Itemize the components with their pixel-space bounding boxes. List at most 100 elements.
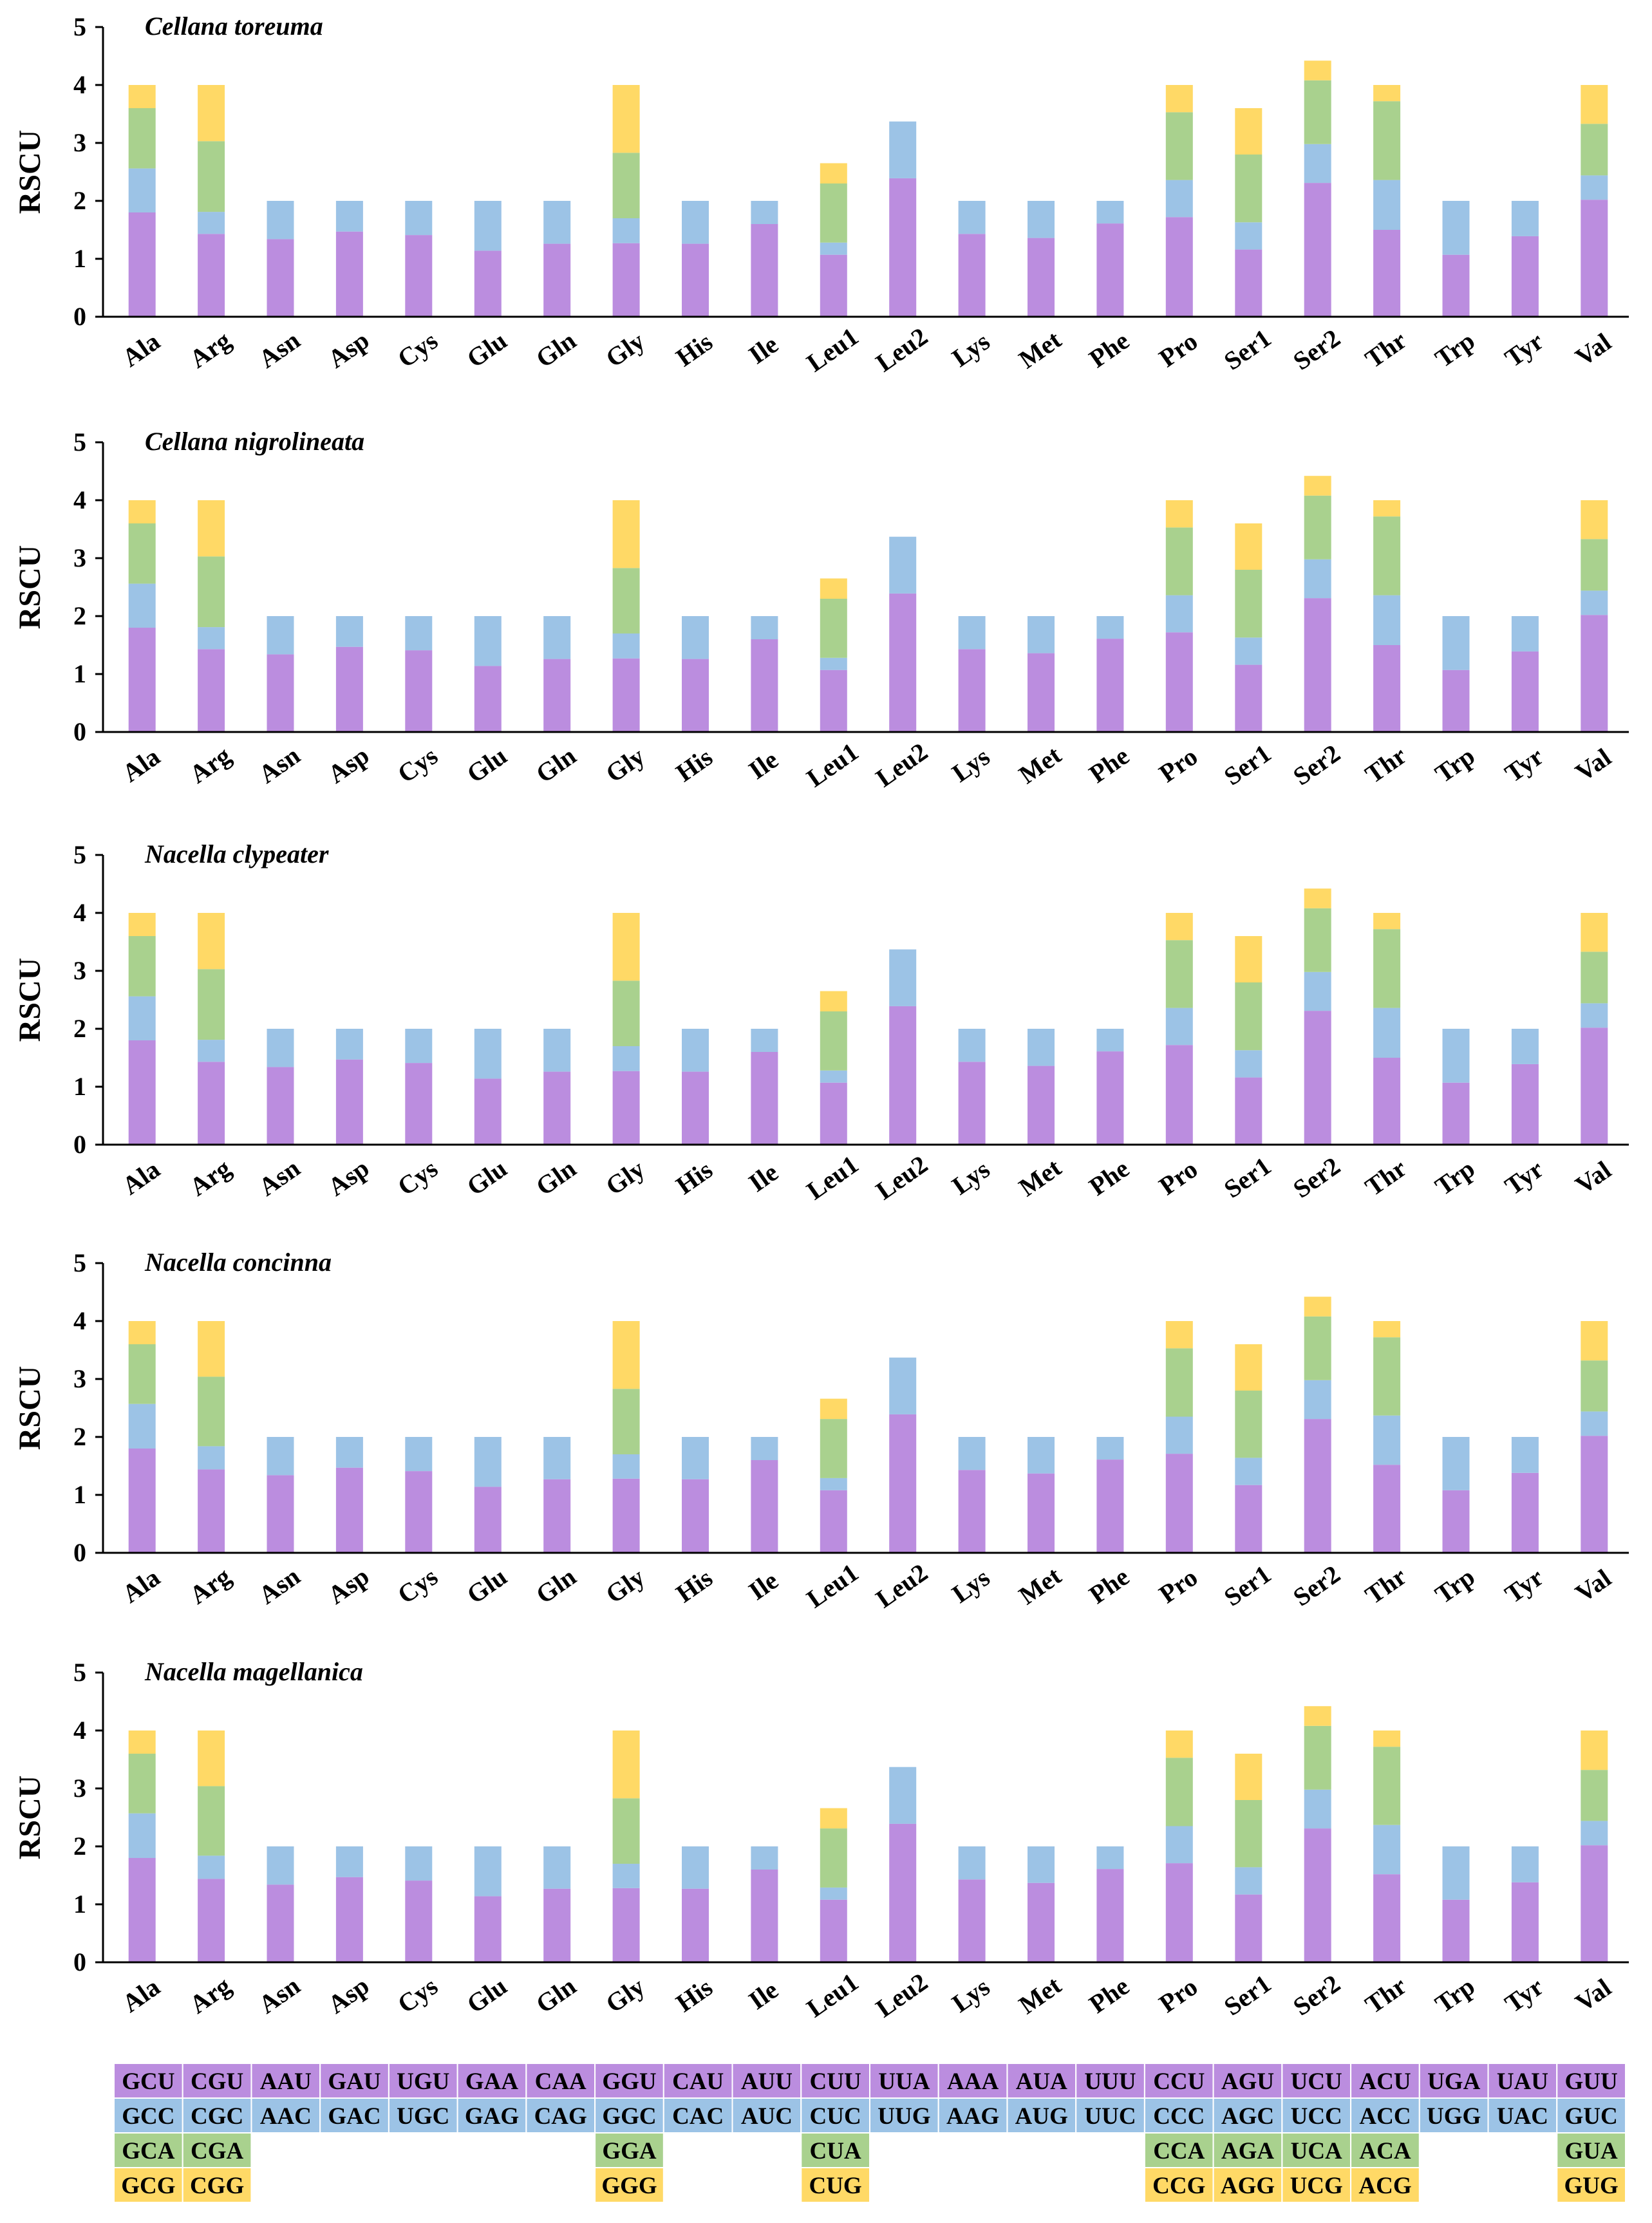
- x-tick-label: Ala: [117, 1972, 165, 2018]
- x-tick-label: Ser1: [1219, 1969, 1277, 2021]
- bar-segment: [820, 599, 847, 658]
- x-tick-label: Ala: [117, 1562, 165, 1608]
- x-tick-label: Gly: [600, 1972, 650, 2019]
- codon-label: AAA: [947, 2068, 999, 2095]
- bar-segment: [682, 659, 709, 732]
- codon-cell: [1212, 2167, 1283, 2203]
- bar-segment: [1373, 1008, 1401, 1058]
- codon-cell: [662, 2063, 733, 2099]
- codon-cell: [1418, 2063, 1489, 2099]
- bar-segment: [1304, 598, 1331, 732]
- panel-title: Nacella concinna: [144, 1248, 332, 1277]
- bar-segment: [1373, 85, 1401, 102]
- bar-segment: [128, 913, 156, 936]
- bar-segment: [820, 1082, 847, 1145]
- bar-segment: [820, 1899, 847, 1962]
- bar-segment: [1373, 1415, 1401, 1465]
- y-tick-label: 0: [73, 1947, 86, 1976]
- bar-segment: [543, 616, 571, 659]
- x-tick-label: Val: [1570, 1155, 1617, 1199]
- codon-cell: [456, 2097, 527, 2134]
- codon-label: UUU: [1084, 2068, 1136, 2095]
- x-tick-label: Phe: [1084, 1971, 1134, 2019]
- bar-segment: [1165, 527, 1193, 596]
- bar-segment: [1235, 155, 1262, 223]
- x-tick-label: Ser2: [1288, 1969, 1346, 2021]
- chart-panel: Nacella concinna RSCU Ala Arg Asn Asp Cys Glu Gl…: [13, 1248, 1629, 1613]
- bar-segment: [335, 1877, 363, 1962]
- x-tick-label: Thr: [1360, 1561, 1411, 1609]
- bar-segment: [1581, 539, 1608, 591]
- bar-segment: [1373, 1731, 1401, 1747]
- bar-segment: [1581, 1436, 1608, 1553]
- bar-segment: [1373, 1747, 1401, 1825]
- codon-cell: [1418, 2097, 1489, 2134]
- x-tick-label: Asp: [323, 1561, 374, 1609]
- bar-segment: [128, 108, 156, 169]
- bar-segment: [1165, 1863, 1193, 1962]
- bar-segment: [1442, 670, 1470, 732]
- codon-label: AGC: [1221, 2103, 1274, 2130]
- x-tick-label: Tyr: [1499, 326, 1548, 373]
- chart-panel: Nacella magellanica RSCU Ala Arg Asn Asp Cys Gl…: [13, 1657, 1629, 2023]
- bar-segment: [1235, 664, 1262, 732]
- bar-segment: [1511, 651, 1539, 732]
- bar-segment: [1581, 175, 1608, 200]
- bar-segment: [1235, 1050, 1262, 1078]
- codon-cell: [1556, 2097, 1627, 2134]
- bar-segment: [820, 254, 847, 317]
- bar-segment: [474, 1437, 502, 1487]
- x-tick-label: Glu: [462, 326, 512, 373]
- x-tick-label: Asp: [323, 1153, 374, 1201]
- x-tick-label: Leu2: [870, 1558, 933, 1614]
- y-tick-label: 4: [73, 70, 86, 99]
- x-tick-label: Asp: [323, 740, 374, 789]
- bar-segment: [1165, 632, 1193, 732]
- bar-segment: [751, 224, 778, 317]
- codon-label: CAA: [535, 2068, 587, 2095]
- bar-segment: [543, 1846, 571, 1889]
- y-tick-label: 0: [73, 1538, 86, 1567]
- bar-segment: [612, 633, 640, 659]
- codon-cell: [1143, 2167, 1214, 2203]
- x-tick-label: Ala: [117, 1154, 165, 1200]
- bar-segment: [543, 243, 571, 317]
- codon-label: CUA: [810, 2138, 861, 2164]
- bar-segment: [1511, 1029, 1539, 1064]
- x-tick-label: His: [671, 1155, 718, 1200]
- bar-segment: [1373, 595, 1401, 645]
- codon-label: GUG: [1564, 2173, 1618, 2199]
- bar-segment: [1442, 201, 1470, 255]
- bar-segment: [1165, 1416, 1193, 1454]
- codon-label: CGU: [191, 2068, 243, 2095]
- bar-segment: [1028, 201, 1055, 238]
- codon-label: CAU: [672, 2068, 724, 2095]
- bar-segment: [405, 1881, 433, 1962]
- bar-segment: [682, 1071, 709, 1145]
- x-tick-label: Ser2: [1288, 1559, 1346, 1611]
- x-tick-label: Met: [1013, 1561, 1067, 1610]
- x-tick-label: Met: [1013, 740, 1067, 789]
- bar-segment: [198, 556, 225, 628]
- bar-segment: [267, 1067, 294, 1145]
- y-tick-label: 3: [73, 956, 86, 985]
- bar-segment: [1028, 1846, 1055, 1883]
- bar-segment: [128, 1754, 156, 1814]
- x-tick-label: Leu1: [802, 1150, 864, 1206]
- codon-label: UCA: [1291, 2138, 1342, 2164]
- bar-segment: [1096, 639, 1124, 732]
- bar-segment: [335, 1029, 363, 1060]
- codon-cell: [1556, 2167, 1627, 2203]
- bar-segment: [1165, 85, 1193, 113]
- bar-segment: [612, 1864, 640, 1888]
- bar-segment: [1442, 616, 1470, 670]
- codon-label: AGA: [1221, 2138, 1275, 2164]
- bar-segment: [543, 1071, 571, 1145]
- bar-segment: [1581, 1360, 1608, 1412]
- y-tick-label: 5: [73, 12, 86, 41]
- codon-label: GCU: [122, 2068, 174, 2095]
- bar-segment: [1581, 952, 1608, 1004]
- bar-segment: [1304, 1316, 1331, 1380]
- bar-segment: [1235, 1754, 1262, 1800]
- bar-segment: [474, 201, 502, 251]
